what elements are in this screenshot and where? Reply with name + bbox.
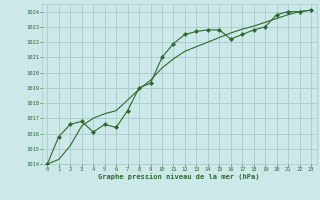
X-axis label: Graphe pression niveau de la mer (hPa): Graphe pression niveau de la mer (hPa)	[99, 173, 260, 180]
